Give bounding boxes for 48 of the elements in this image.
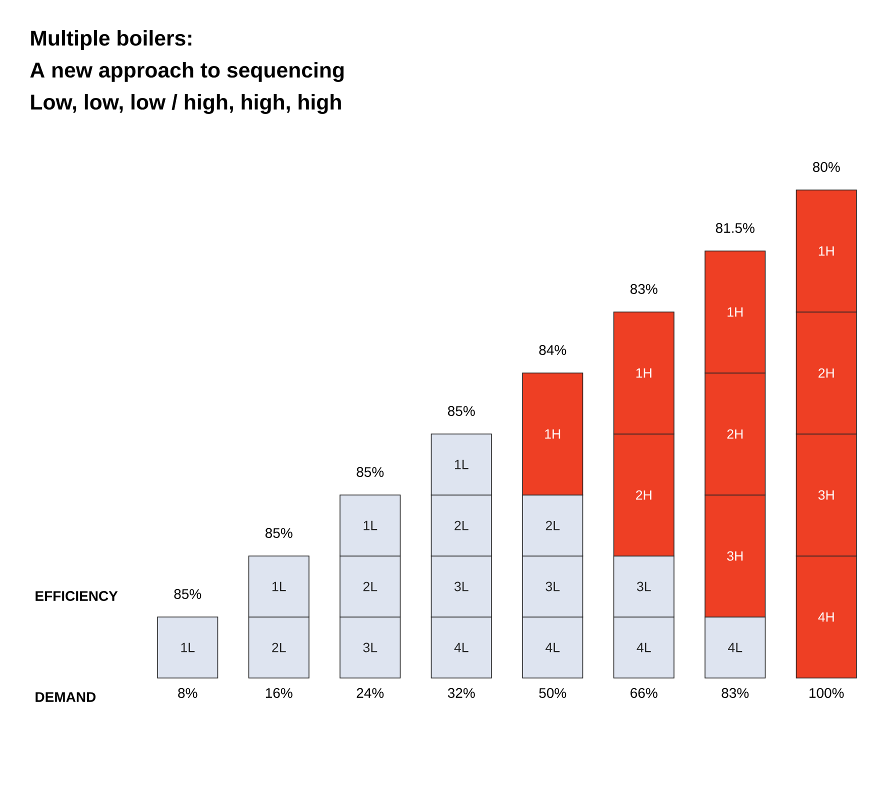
text: 3L	[546, 582, 560, 592]
x-tick-label: 32%	[448, 688, 475, 698]
bar	[157, 616, 218, 678]
text: 2L	[546, 520, 560, 530]
annotation: 80%	[812, 162, 840, 172]
text: 2L	[454, 520, 468, 530]
series-label: 1L	[181, 642, 195, 652]
text: 2L	[363, 582, 378, 592]
annotation: 85%	[356, 467, 384, 477]
x-tick-label: 16%	[266, 688, 292, 698]
text: 1L	[272, 582, 286, 592]
text: 1H	[545, 429, 560, 439]
series-label: 2L	[272, 642, 286, 652]
series-label: 3H	[818, 490, 834, 500]
text: 1H	[728, 307, 743, 317]
series-label: 4L	[454, 642, 468, 652]
series-label: 4H	[818, 612, 834, 622]
text: 4L	[636, 642, 651, 652]
x-axis-title: DEMAND	[36, 692, 96, 702]
x-tick-label: 83%	[722, 688, 749, 698]
x-tick-label: 8%	[178, 688, 198, 698]
series-label: 1H	[818, 246, 834, 256]
text: Low, low, low / high, high, high	[31, 94, 341, 114]
annotation: 84%	[539, 345, 566, 355]
series-label: 3L	[363, 642, 378, 652]
x-tick-label: 100%	[810, 688, 844, 698]
annotation: 85%	[448, 406, 475, 416]
text: 3L	[454, 582, 468, 592]
text: 1L	[454, 460, 468, 470]
x-tick-label: 50%	[539, 688, 566, 698]
text: 3H	[727, 551, 743, 561]
text: EFFICIENCY	[36, 591, 118, 601]
annotation: 81.5%	[716, 223, 754, 233]
text: 4L	[546, 642, 560, 652]
text: 4L	[728, 642, 742, 652]
text: 1H	[636, 368, 652, 378]
series-label: 2H	[818, 368, 834, 378]
chart-title: Multiple boilers:	[31, 30, 192, 50]
text: 2H	[636, 490, 652, 500]
text: 1L	[364, 520, 378, 530]
annotation: 85%	[174, 589, 202, 599]
x-tick-label: 66%	[630, 688, 658, 698]
annotation: 83%	[630, 284, 658, 294]
annotation: 85%	[265, 528, 292, 538]
text: 2H	[727, 429, 743, 439]
chart-subtitle: A new approach to sequencing	[30, 62, 344, 82]
x-tick-label: 24%	[356, 688, 384, 698]
text: 3L	[636, 582, 651, 592]
